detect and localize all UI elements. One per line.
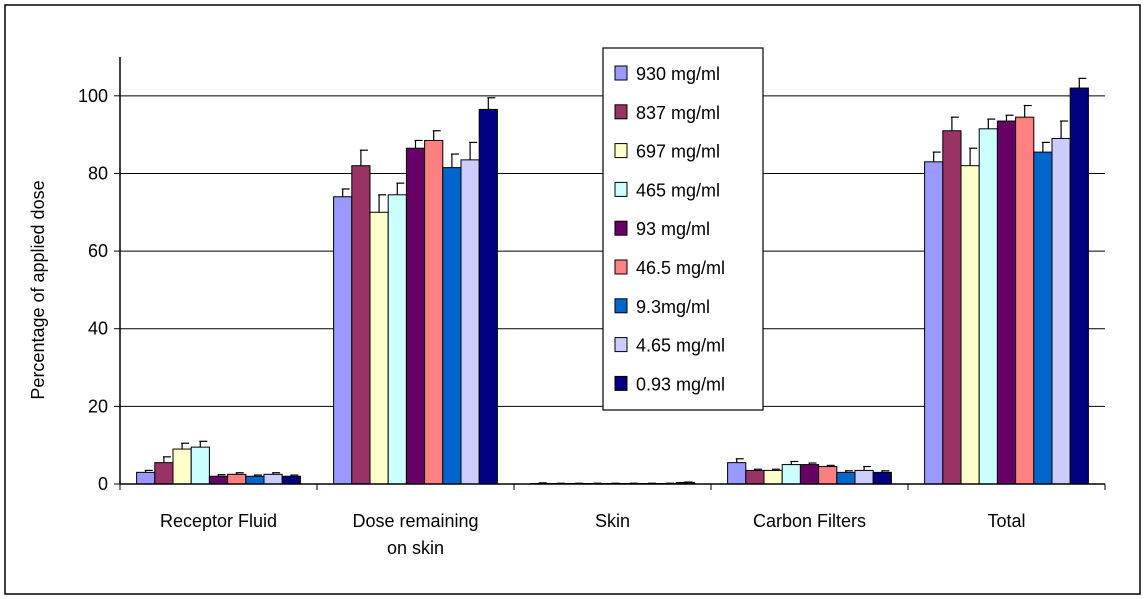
legend-label: 930 mg/ml xyxy=(636,64,720,84)
bar xyxy=(996,120,1017,485)
legend-label: 465 mg/ml xyxy=(636,180,720,200)
bar xyxy=(854,469,874,485)
bar xyxy=(405,147,426,485)
bar xyxy=(263,473,283,485)
legend: 930 mg/ml 837 mg/ml 697 mg/ml 465 mg/ml 93 m… xyxy=(602,47,764,411)
bar xyxy=(763,469,783,485)
legend-box xyxy=(602,47,764,411)
x-category-label: Dose remaining on skin xyxy=(352,511,478,558)
x-category-label: Total xyxy=(987,511,1025,531)
bar xyxy=(745,469,765,485)
bar xyxy=(818,466,838,485)
legend-swatch xyxy=(614,65,628,81)
bar xyxy=(978,128,998,485)
legend-label: 9.3mg/ml xyxy=(636,297,710,317)
y-tick-label: 20 xyxy=(88,396,108,416)
bar xyxy=(369,211,389,485)
x-category-label: Skin xyxy=(595,511,630,531)
legend-swatch xyxy=(614,259,628,275)
bar xyxy=(154,462,174,485)
bar xyxy=(460,159,480,485)
y-tick-label: 0 xyxy=(98,474,108,494)
bar xyxy=(799,464,820,485)
bar xyxy=(1069,87,1089,485)
bar xyxy=(478,108,498,485)
y-tick-label: 60 xyxy=(88,241,108,261)
legend-swatch xyxy=(614,143,628,159)
bar xyxy=(387,194,407,485)
legend-swatch xyxy=(614,220,628,236)
bar xyxy=(1051,138,1071,485)
bar xyxy=(836,471,856,485)
legend-swatch xyxy=(614,181,628,197)
bar xyxy=(1015,116,1035,485)
bar xyxy=(781,464,801,485)
legend-label: 837 mg/ml xyxy=(636,103,720,123)
bar xyxy=(281,475,301,485)
legend-swatch xyxy=(614,337,628,353)
bar xyxy=(942,130,962,485)
legend-label: 46.5 mg/ml xyxy=(636,258,725,278)
error-bars xyxy=(144,77,1087,484)
legend-label: 4.65 mg/ml xyxy=(636,336,725,356)
legend-label: 0.93 mg/ml xyxy=(636,374,725,394)
bar xyxy=(1033,151,1053,485)
bar xyxy=(172,448,192,485)
y-axis-title: Percentage of applied dose xyxy=(28,180,48,399)
x-category-label: Carbon Filters xyxy=(753,511,866,531)
bar xyxy=(245,475,265,485)
bar xyxy=(351,165,371,485)
x-category-label: Receptor Fluid xyxy=(160,511,277,531)
axes xyxy=(114,57,1106,490)
legend-swatch xyxy=(614,375,628,391)
x-category-labels: Receptor Fluid Dose remaining on skin Skin C… xyxy=(160,511,1026,558)
y-tick-label: 40 xyxy=(88,319,108,339)
bar xyxy=(924,161,944,485)
bar xyxy=(960,165,980,485)
bar xyxy=(333,196,353,485)
bar xyxy=(190,446,210,485)
bar xyxy=(424,139,444,485)
bar xyxy=(227,473,247,485)
y-tick-label: 80 xyxy=(88,163,108,183)
legend-label: 697 mg/ml xyxy=(636,142,720,162)
legend-swatch xyxy=(614,104,628,120)
y-tick-label: 100 xyxy=(78,86,108,106)
bar xyxy=(136,471,156,485)
legend-swatch xyxy=(614,298,628,314)
bar xyxy=(872,471,892,485)
bar xyxy=(208,475,229,485)
y-tick-labels: 0 20 40 60 80 100 xyxy=(78,86,108,494)
legend-label: 93 mg/ml xyxy=(636,219,710,239)
bars xyxy=(136,87,1089,485)
bar xyxy=(727,462,747,485)
bar xyxy=(442,167,462,485)
